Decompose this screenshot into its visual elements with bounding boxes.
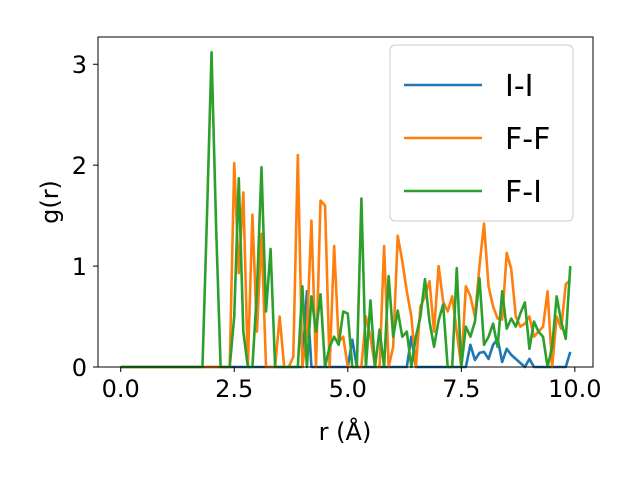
legend-label-f-f: F-F [505,122,550,157]
x-tick-label: 0.0 [102,375,140,403]
y-tick-label: 3 [72,51,87,79]
x-axis-label: r (Å) [319,417,372,446]
x-tick-label: 5.0 [329,375,367,403]
plot-frame [97,36,594,368]
x-tick-label: 2.5 [215,375,253,403]
y-axis-ticks: 0 1 2 3 [72,51,98,382]
legend-frame [389,44,574,222]
y-tick-label: 0 [72,354,87,382]
legend-label-i-i: I-I [505,69,534,104]
x-tick-label: 7.5 [442,375,480,403]
y-axis-label: g(r) [36,180,64,224]
y-tick-label: 1 [72,253,87,281]
x-axis-ticks: 0.0 2.5 5.0 7.5 10.0 [102,367,602,403]
series-line-f-f [120,153,572,369]
legend: I-I F-F F-I [389,44,574,222]
y-tick-label: 2 [72,152,87,180]
legend-label-f-i: F-I [505,175,542,210]
x-tick-label: 10.0 [548,375,601,403]
